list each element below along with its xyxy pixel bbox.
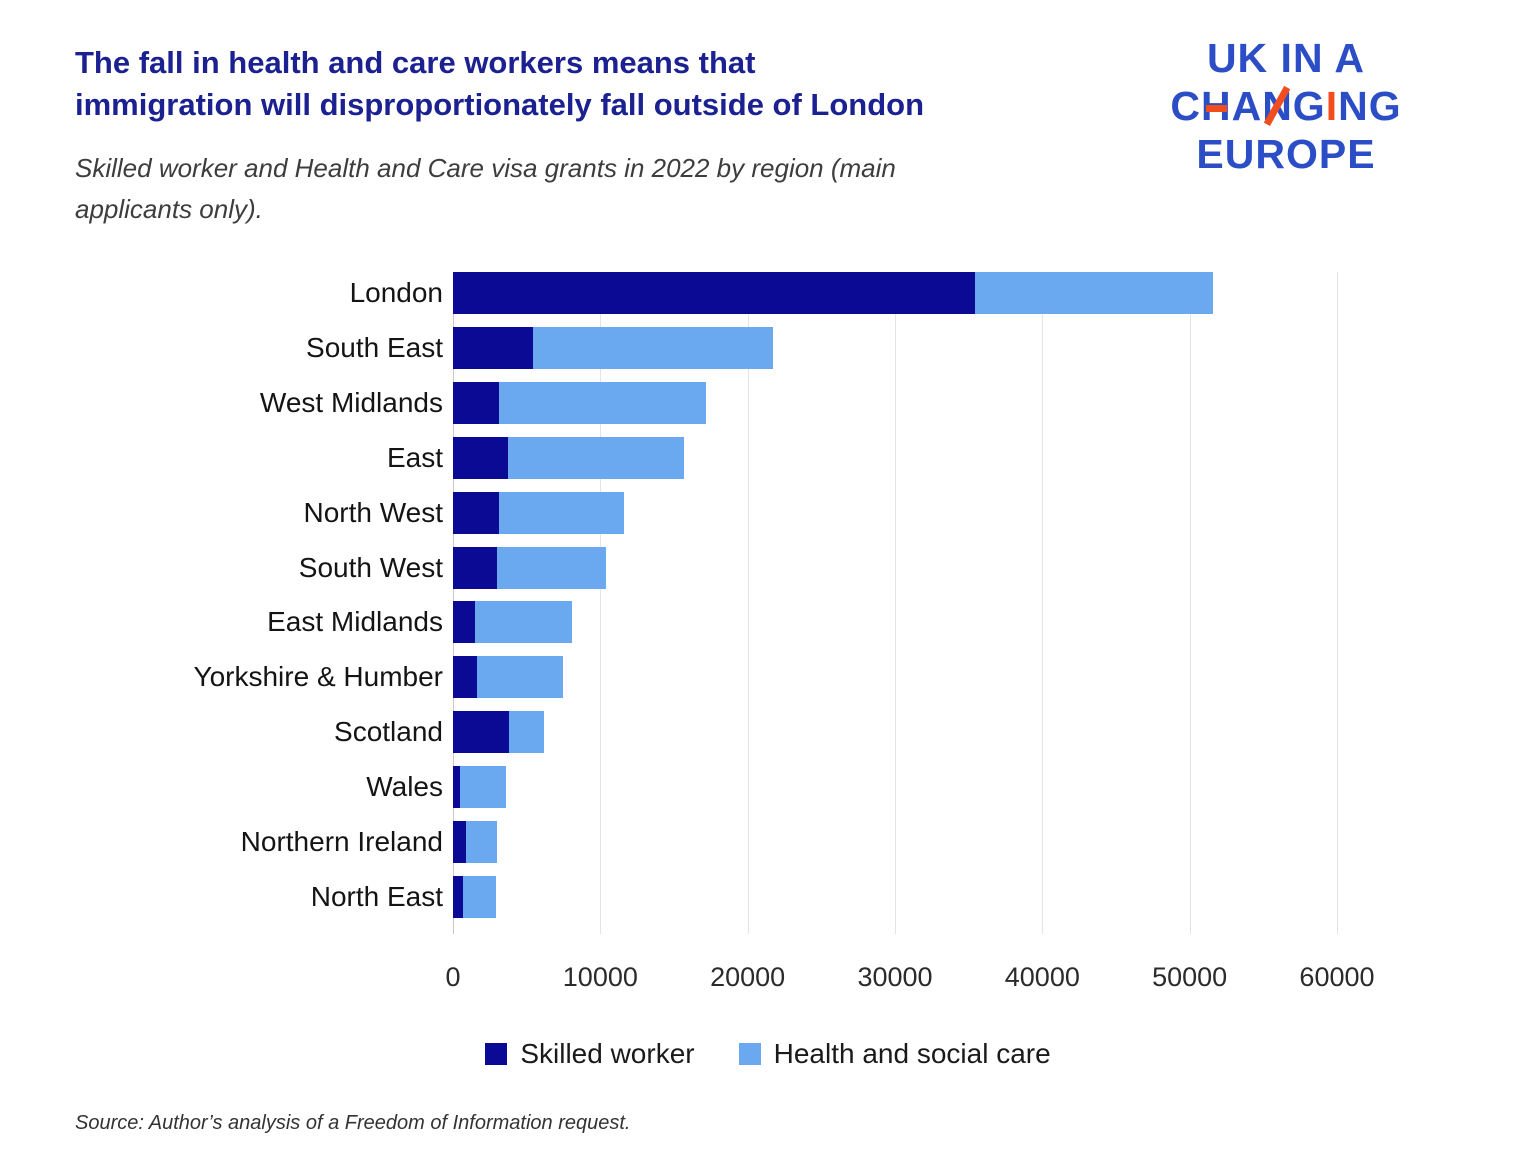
category-label: London [349,277,443,308]
bar-segment-health-and-social-care [498,491,624,534]
bar-row [453,491,624,534]
chart-subtitle: Skilled worker and Health and Care visa … [75,153,896,224]
bar-row [453,381,707,424]
logo-letter: N [1262,83,1293,129]
bar-row [453,436,685,479]
category-label: West Midlands [259,386,443,418]
bar-segment-skilled-worker [453,491,499,534]
gridline [894,272,896,934]
bar-segment-health-and-social-care [476,656,564,699]
gridline [1189,272,1191,934]
logo-line3: EUROPE [1196,131,1376,177]
bar-row [453,601,573,644]
x-tick-label: 50000 [1152,962,1228,992]
category-label: Wales [366,771,443,803]
bar-segment-health-and-social-care [508,711,545,754]
category-label: South East [306,331,443,363]
logo-letter: N [1338,83,1369,129]
x-tick-label: 20000 [710,962,786,992]
logo-letter: G [1368,83,1402,129]
bar-segment-skilled-worker [453,601,476,644]
logo-letter: C [1170,83,1201,129]
logo-letter: H [1200,83,1232,129]
bar-segment-skilled-worker [453,272,975,314]
bar-segment-health-and-social-care [532,326,773,369]
category-label: East [386,441,443,473]
x-tick-label: 0 [445,962,461,992]
bar-segment-health-and-social-care [507,436,685,479]
category-label: Yorkshire & Humber [193,661,443,693]
category-label: Northern Ireland [240,826,443,857]
bar-segment-health-and-social-care [475,601,573,644]
bar-row [453,546,607,589]
bar-row [453,326,773,369]
bar-segment-health-and-social-care [463,875,496,918]
x-tick-label: 60000 [1299,962,1375,992]
logo-line2: CHANGING [1146,82,1426,130]
chart-title: The fall in health and care workers mean… [75,42,1105,126]
source-note: Source: Author’s analysis of a Freedom o… [75,1112,631,1134]
logo-letter: A [1231,83,1263,129]
legend-label: Skilled worker [520,1038,695,1069]
bar-segment-skilled-worker [453,711,509,754]
x-tick-label: 10000 [562,962,638,992]
bar-row [453,875,496,918]
gridline [747,272,749,934]
plot-area [453,272,1438,934]
bar-segment-health-and-social-care [974,272,1214,314]
bar-segment-skilled-worker [453,381,499,424]
bar-segment-skilled-worker [453,875,464,918]
category-label: North East [310,880,443,912]
ukice-logo: UK IN A CHANGING EUROPE [1146,34,1426,178]
bar-row [453,272,1214,314]
gridline [1336,272,1338,934]
bar-segment-health-and-social-care [497,546,607,589]
category-label: Scotland [334,716,443,748]
category-label: South West [298,551,443,583]
chart-title-line2: immigration will disproportionately fall… [75,87,925,122]
chart-title-line1: The fall in health and care workers mean… [75,45,756,80]
bar-segment-health-and-social-care [460,766,507,809]
x-tick-label: 40000 [1004,962,1080,992]
bar-segment-skilled-worker [453,436,508,479]
logo-letter: I [1325,83,1339,129]
chart-legend: Skilled worker Health and social care [0,1038,1536,1070]
bar-row [453,766,507,809]
legend-swatch [738,1043,761,1065]
bar-segment-skilled-worker [453,766,461,809]
gridline [1042,272,1044,934]
bar-row [453,821,498,863]
logo-line1: UK IN A [1206,35,1366,81]
category-label: East Midlands [267,606,443,638]
bar-segment-skilled-worker [453,821,467,863]
category-label: North West [303,496,443,528]
bar-segment-skilled-worker [453,546,498,589]
legend-label: Health and social care [773,1038,1051,1069]
bar-segment-health-and-social-care [498,381,707,424]
logo-letter: G [1292,83,1326,129]
bar-segment-skilled-worker [453,326,533,369]
legend-item: Skilled worker [485,1038,695,1070]
bar-segment-skilled-worker [453,656,477,699]
bar-segment-health-and-social-care [466,821,498,863]
gridline [600,272,602,934]
bar-row [453,656,564,699]
legend-swatch [485,1043,508,1065]
x-tick-label: 30000 [857,962,933,992]
legend-item: Health and social care [738,1038,1051,1070]
bar-row [453,711,545,754]
